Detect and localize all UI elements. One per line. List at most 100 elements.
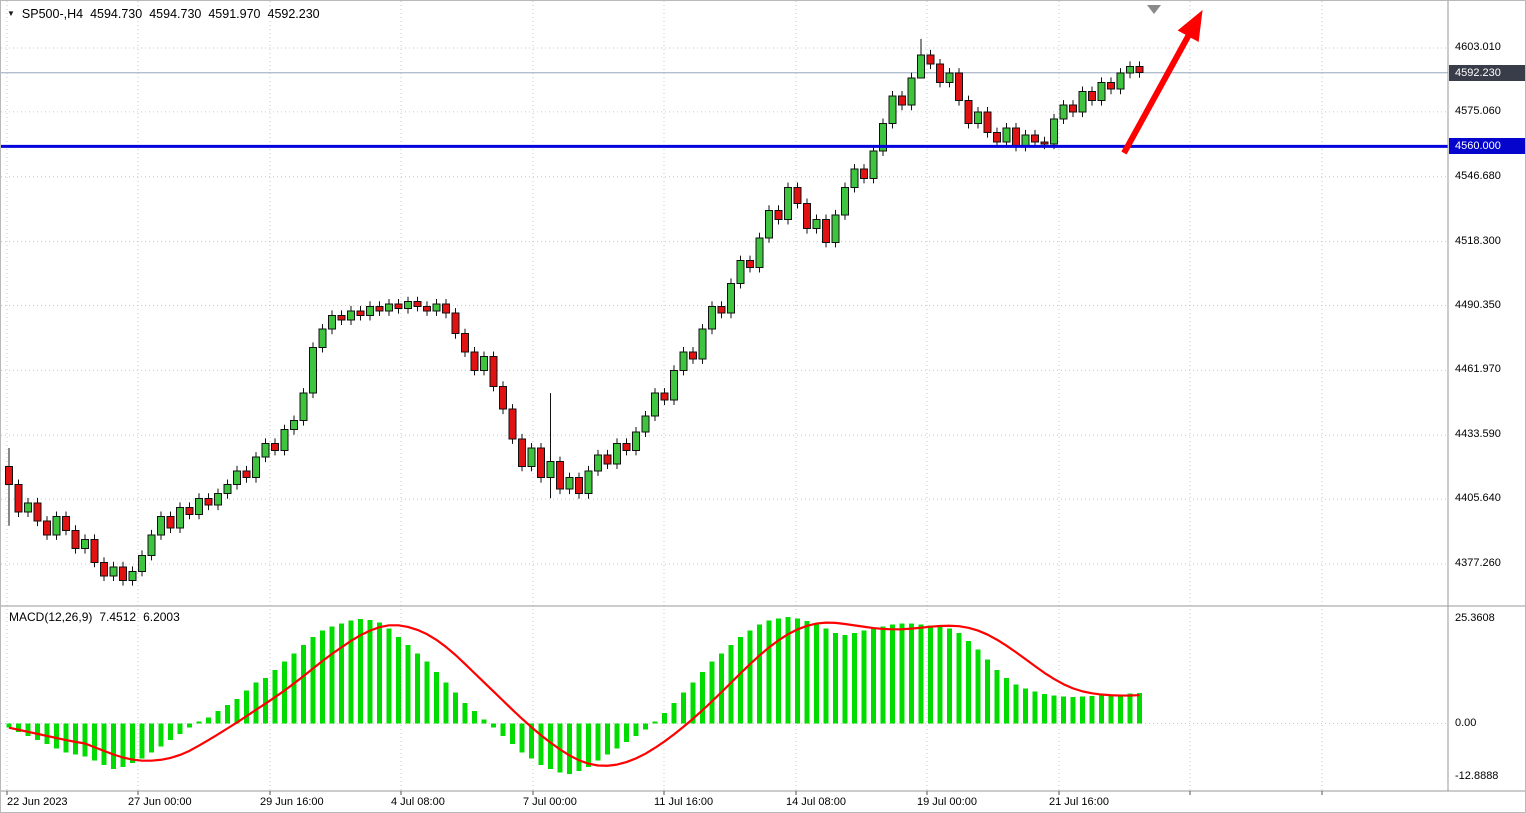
macd-histogram-bar <box>852 632 857 724</box>
candle-down <box>90 538 99 563</box>
candle-down <box>860 168 868 179</box>
time-axis[interactable]: 22 Jun 2023 27 Jun 00:00 29 Jun 16:00 4 Jul… <box>1 792 1448 812</box>
macd-histogram-bar <box>101 723 107 765</box>
macd-histogram-bar <box>567 723 572 774</box>
macd-histogram-bar <box>54 723 59 749</box>
candle-up <box>584 470 593 495</box>
symbol-dropdown-icon[interactable]: ▼ <box>7 9 15 18</box>
candle-down <box>518 438 526 467</box>
candle-up <box>1126 65 1134 74</box>
candle-up <box>1002 127 1011 143</box>
macd-histogram-bar <box>1070 697 1076 724</box>
candle-up <box>366 305 374 316</box>
candle-up <box>128 570 137 582</box>
candle-up <box>632 431 640 451</box>
macd-histogram-bar <box>348 620 354 724</box>
candle-up <box>831 214 840 243</box>
macd-histogram-bar <box>386 628 392 724</box>
candle-up <box>290 420 298 431</box>
macd-histogram-bar <box>776 618 781 724</box>
macd-histogram-bar <box>624 723 629 743</box>
time-axis-label: 27 Jun 00:00 <box>128 796 192 808</box>
candle-up <box>679 351 688 371</box>
candle-up <box>261 442 270 458</box>
macd-histogram-bar <box>538 723 544 765</box>
candle-down <box>5 465 13 486</box>
macd-histogram-bar <box>671 702 677 724</box>
ohlc-close-value: 4592.230 <box>267 7 320 21</box>
macd-histogram-bar <box>263 678 268 724</box>
macd-histogram-bar <box>63 723 69 753</box>
macd-histogram-bar <box>1108 694 1114 724</box>
macd-histogram-bar <box>728 645 734 724</box>
candle-up <box>252 456 260 479</box>
candle-up <box>109 566 118 577</box>
candle-up <box>850 168 859 188</box>
chart-shift-marker[interactable] <box>1147 5 1161 14</box>
candle-up <box>708 305 716 330</box>
macd-histogram-bar <box>966 641 971 724</box>
macd-histogram-bar <box>1080 696 1085 724</box>
macd-axis-label: -12.8888 <box>1455 769 1499 782</box>
macd-histogram-bar <box>633 723 639 736</box>
macd-histogram-bar <box>928 625 933 724</box>
macd-histogram-bar <box>196 721 202 724</box>
price-axis[interactable]: 4603.010 4575.060 4546.680 4518.300 4490.350… <box>1449 1 1525 812</box>
macd-histogram-bar <box>861 630 867 724</box>
candle-up <box>147 534 156 556</box>
macd-histogram-bar <box>937 626 943 724</box>
candle-down <box>1031 134 1039 143</box>
macd-histogram-bar <box>652 721 658 724</box>
candle-up <box>1078 90 1087 113</box>
time-axis-label: 21 Jul 16:00 <box>1049 796 1109 808</box>
macd-histogram-bar <box>329 626 335 724</box>
trend-arrow[interactable] <box>1121 9 1203 155</box>
chart-ohlc-header: ▼ SP500-,H4 4594.730 4594.730 4591.970 4… <box>7 7 320 21</box>
macd-histogram-bar <box>1023 688 1028 724</box>
candle-down <box>575 477 583 495</box>
macd-histogram-bar <box>120 723 126 767</box>
macd-histogram-bar <box>510 723 515 745</box>
candle-up <box>233 470 241 486</box>
macd-histogram-bar <box>139 723 145 759</box>
time-axis-label: 14 Jul 08:00 <box>786 796 846 808</box>
candle-up <box>480 356 488 371</box>
macd-axis-label: 0.00 <box>1455 716 1477 729</box>
macd-histogram-bar <box>187 723 192 728</box>
candle-up <box>157 516 165 536</box>
time-axis-label: 11 Jul 16:00 <box>654 796 714 808</box>
candle-up <box>945 72 954 83</box>
macd-name: MACD(12,26,9) <box>9 610 93 624</box>
macd-histogram-bar <box>244 690 249 724</box>
macd-histogram-bar <box>890 624 895 724</box>
candle-up <box>81 538 89 550</box>
macd-histogram-bar <box>1118 694 1123 724</box>
candle-down <box>983 111 992 134</box>
macd-histogram-bar <box>909 623 914 724</box>
candle-up <box>176 506 184 529</box>
candle-up <box>432 303 441 312</box>
candle-up <box>546 461 555 479</box>
macd-histogram-bar <box>1061 696 1066 724</box>
macd-histogram-bar <box>149 723 154 753</box>
macd-histogram-bar <box>291 653 297 724</box>
macd-histogram-bar <box>1089 695 1095 724</box>
candle-down <box>271 442 279 451</box>
macd-histogram-bar <box>367 619 373 724</box>
macd-histogram-bar <box>301 645 306 724</box>
candle-down <box>337 314 346 321</box>
candle-up <box>879 122 887 152</box>
macd-histogram-bar <box>462 702 468 724</box>
macd-histogram-bar <box>842 634 848 724</box>
macd-indicator-label: MACD(12,26,9) 7.4512 6.2003 <box>9 610 180 624</box>
candle-up <box>138 554 146 572</box>
macd-histogram-bar <box>168 723 173 741</box>
macd-histogram-bar <box>880 626 886 724</box>
price-axis-label: 4490.350 <box>1455 298 1501 311</box>
candle-up <box>736 260 745 284</box>
macd-main-value: 7.4512 <box>99 610 137 624</box>
time-axis-label: 29 Jun 16:00 <box>260 796 324 808</box>
symbol-timeframe: SP500-,H4 <box>21 7 84 21</box>
candle-down <box>423 305 431 312</box>
